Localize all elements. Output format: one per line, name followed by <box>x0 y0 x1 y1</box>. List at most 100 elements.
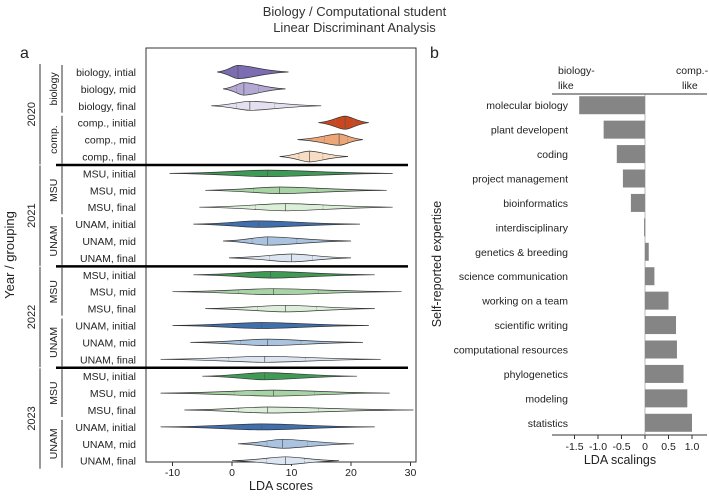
b-x-tick-label-1: -1.0 <box>589 441 607 453</box>
b-x-tick-label-4: 0.5 <box>661 441 676 453</box>
bar-label-4: bioinformatics <box>503 198 568 210</box>
x-axis-label-b: LDA scalings <box>584 453 656 467</box>
group-label-1-0: MSU <box>48 179 60 202</box>
y-axis-label-b: Self-reported expertise <box>430 201 444 328</box>
row-label-21: UNAM, initial <box>75 422 136 434</box>
annot-comp-line2: like <box>682 80 698 92</box>
bar-5 <box>644 218 646 237</box>
row-label-8: MSU, final <box>88 202 136 214</box>
row-label-4: comp., mid <box>85 135 137 147</box>
group-label-2-0: MSU <box>48 280 60 303</box>
bar-label-5: interdisciplinary <box>496 222 569 234</box>
row-label-20: MSU, final <box>88 405 136 417</box>
bar-7 <box>645 267 655 286</box>
violin-17 <box>160 355 381 363</box>
bar-label-8: working on a team <box>481 296 568 308</box>
year-label-0: 2020 <box>26 102 38 126</box>
violin-13 <box>172 288 402 296</box>
bar-0 <box>579 96 645 115</box>
panel-label-b: b <box>430 45 439 62</box>
x-tick-label-30: 30 <box>405 467 417 479</box>
bar-label-9: scientific writing <box>494 320 568 332</box>
violin-0 <box>217 65 289 79</box>
bar-label-3: project management <box>472 174 568 186</box>
bar-label-11: phylogenetics <box>504 369 568 381</box>
row-label-14: MSU, final <box>88 304 136 316</box>
row-label-17: UNAM, final <box>80 354 136 366</box>
figure-title-line1: Biology / Computational student <box>262 4 447 19</box>
annot-biology-line1: biology- <box>558 65 595 77</box>
b-x-tick-label-2: -0.5 <box>612 441 630 453</box>
row-label-22: UNAM, mid <box>82 439 136 451</box>
group-label-1-1: UNAM <box>48 226 60 257</box>
violin-16 <box>190 338 363 347</box>
bar-3 <box>622 169 645 188</box>
violin-7 <box>205 186 387 194</box>
row-label-18: MSU, initial <box>83 371 136 383</box>
group-label-0-1: comp. <box>48 125 60 154</box>
bar-4 <box>630 193 645 212</box>
violin-6 <box>169 169 393 178</box>
violin-8 <box>199 203 393 212</box>
annot-comp-line1: comp.- <box>676 65 709 77</box>
bar-8 <box>645 291 669 310</box>
bar-10 <box>645 340 677 359</box>
violin-4 <box>297 133 363 146</box>
x-axis-label-a: LDA scores <box>249 479 313 493</box>
row-label-6: MSU, initial <box>83 168 136 180</box>
violin-20 <box>184 406 414 414</box>
row-label-13: MSU, mid <box>90 287 136 299</box>
b-x-tick-label-3: 0 <box>642 441 648 453</box>
annot-biology-line2: like <box>558 80 574 92</box>
row-label-1: biology, mid <box>81 84 136 96</box>
b-x-tick-label-0: -1.5 <box>565 441 583 453</box>
row-label-11: UNAM, final <box>80 253 136 265</box>
violin-15 <box>172 322 369 329</box>
row-label-16: UNAM, mid <box>82 337 136 349</box>
row-label-7: MSU, mid <box>90 185 136 197</box>
bar-9 <box>645 316 677 335</box>
bar-2 <box>616 145 645 164</box>
figure-title-line2: Linear Discriminant Analysis <box>273 20 436 35</box>
year-label-2: 2022 <box>26 305 38 329</box>
row-label-2: biology, final <box>78 101 136 113</box>
group-label-3-1: UNAM <box>48 428 60 459</box>
year-label-3: 2023 <box>26 406 38 430</box>
x-tick-label-10: 10 <box>286 467 298 479</box>
row-label-12: MSU, initial <box>83 270 136 282</box>
bar-label-0: molecular biology <box>486 100 568 112</box>
violin-18 <box>202 372 357 381</box>
group-label-3-0: MSU <box>48 381 60 404</box>
bar-12 <box>645 389 688 408</box>
x-tick-label-0: 0 <box>229 467 235 479</box>
row-label-5: comp., final <box>82 152 136 164</box>
bar-label-13: statistics <box>528 418 568 430</box>
row-label-10: UNAM, mid <box>82 236 136 248</box>
year-label-1: 2021 <box>26 203 38 227</box>
violin-1 <box>223 82 286 96</box>
x-tick-label--10: -10 <box>165 467 180 479</box>
violin-9 <box>193 220 360 228</box>
row-label-3: comp., initial <box>78 118 136 130</box>
bar-label-6: genetics & breeding <box>475 247 568 259</box>
y-axis-label-a: Year / grouping <box>2 211 17 299</box>
row-label-19: MSU, mid <box>90 388 136 400</box>
group-label-2-1: UNAM <box>48 327 60 358</box>
panel-label-a: a <box>20 45 29 62</box>
violin-10 <box>223 236 352 246</box>
bar-11 <box>645 364 684 383</box>
violin-14 <box>205 304 375 313</box>
violin-22 <box>237 438 354 449</box>
violin-11 <box>229 253 352 263</box>
violin-12 <box>193 271 375 279</box>
row-label-0: biology, intial <box>76 67 136 79</box>
row-label-15: UNAM, initial <box>75 321 136 333</box>
bar-6 <box>645 242 649 261</box>
b-x-tick-label-5: 1.0 <box>685 441 700 453</box>
row-label-23: UNAM, final <box>80 456 136 468</box>
violin-19 <box>160 389 390 397</box>
violin-2 <box>211 100 322 111</box>
bar-label-2: coding <box>537 149 568 161</box>
bar-label-7: science communication <box>459 271 568 283</box>
